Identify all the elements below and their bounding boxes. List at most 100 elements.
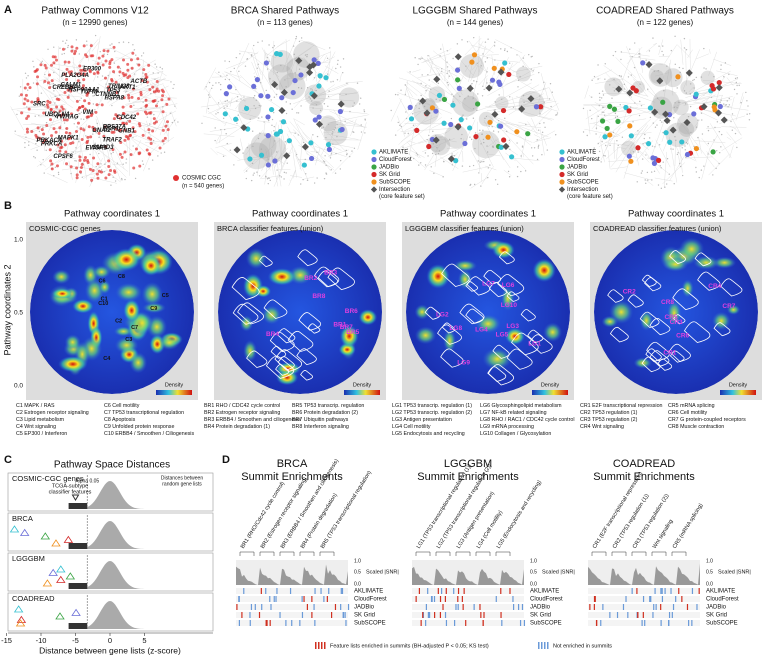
node — [614, 112, 617, 115]
node — [273, 140, 276, 142]
node — [54, 95, 56, 98]
node — [335, 152, 337, 155]
edge — [434, 151, 438, 167]
node — [104, 91, 106, 94]
node — [99, 166, 101, 168]
edge — [730, 96, 735, 111]
edge — [600, 142, 605, 163]
node — [311, 89, 314, 91]
node — [151, 159, 154, 161]
node — [226, 105, 228, 107]
node — [504, 48, 506, 50]
node — [404, 84, 407, 86]
node — [644, 133, 646, 136]
node — [746, 113, 748, 115]
edge — [253, 72, 256, 74]
cgc-node — [148, 88, 152, 92]
feature-outline — [669, 250, 686, 265]
feature-node — [716, 79, 722, 86]
core-node — [301, 143, 309, 151]
core-node — [491, 110, 499, 118]
node — [465, 118, 468, 120]
node — [352, 131, 354, 133]
node — [419, 58, 422, 60]
feature-outline — [466, 276, 491, 296]
network-subtitle: (n = 122 genes) — [637, 18, 694, 27]
feature-tick — [238, 620, 240, 626]
node — [400, 89, 402, 91]
node — [648, 137, 651, 139]
node — [582, 107, 585, 110]
node — [245, 177, 247, 180]
node — [32, 60, 34, 63]
node — [330, 169, 332, 171]
node — [618, 75, 621, 77]
edge — [414, 154, 420, 159]
feature-node — [337, 108, 344, 115]
node — [291, 108, 293, 110]
edge — [323, 55, 328, 63]
feature-outline — [274, 349, 303, 372]
map-title: BRCA classifier features (union) — [217, 224, 324, 233]
edge — [531, 117, 538, 131]
node — [27, 75, 29, 77]
density-bg — [406, 230, 570, 394]
node — [212, 84, 214, 87]
edge — [404, 83, 413, 98]
edge — [396, 111, 422, 132]
cgc-node — [55, 164, 59, 168]
cgc-node — [113, 170, 117, 174]
feature-tick — [698, 588, 700, 594]
node — [272, 46, 274, 49]
node — [68, 94, 70, 96]
node — [215, 82, 217, 84]
feature-node — [502, 60, 508, 66]
node — [730, 120, 732, 123]
edge — [314, 114, 364, 127]
cluster-name: Cell motility — [404, 424, 431, 430]
core-node — [423, 109, 431, 117]
feature-tick — [596, 620, 598, 626]
edge — [587, 110, 591, 135]
node — [150, 92, 152, 95]
node — [24, 142, 26, 144]
node — [295, 153, 298, 156]
node — [353, 147, 356, 149]
node — [55, 150, 58, 153]
node — [747, 105, 749, 107]
node — [604, 155, 606, 157]
cluster-name: Cell motility — [112, 403, 139, 409]
node — [509, 96, 511, 98]
cluster-name: Protein degradation (2) — [304, 410, 358, 416]
edge — [494, 116, 549, 138]
cgc-node — [45, 124, 49, 128]
node — [253, 105, 255, 107]
feature-node — [315, 60, 321, 66]
feature-tick — [289, 588, 292, 594]
core-node — [240, 124, 248, 132]
cgc-node — [114, 80, 118, 84]
edge — [416, 81, 430, 90]
feature-node — [500, 107, 507, 114]
cluster-legend: LG8 RHO / RAC1 / CDC42 cycle control — [480, 417, 575, 423]
node — [656, 97, 659, 100]
edge — [280, 122, 286, 150]
edge — [331, 139, 347, 142]
node — [647, 88, 649, 90]
node — [415, 152, 418, 154]
node — [710, 96, 713, 99]
cluster-id: LG2 — [392, 410, 402, 416]
node — [326, 73, 329, 75]
edge — [646, 43, 658, 52]
legend-dot — [559, 171, 565, 178]
edge — [286, 133, 297, 154]
node — [279, 175, 281, 177]
cgc-node — [79, 72, 83, 76]
node — [342, 71, 344, 74]
node — [666, 158, 669, 160]
node — [595, 127, 598, 129]
node — [658, 45, 660, 47]
edge — [200, 99, 247, 108]
node — [25, 77, 28, 79]
node — [142, 101, 144, 103]
